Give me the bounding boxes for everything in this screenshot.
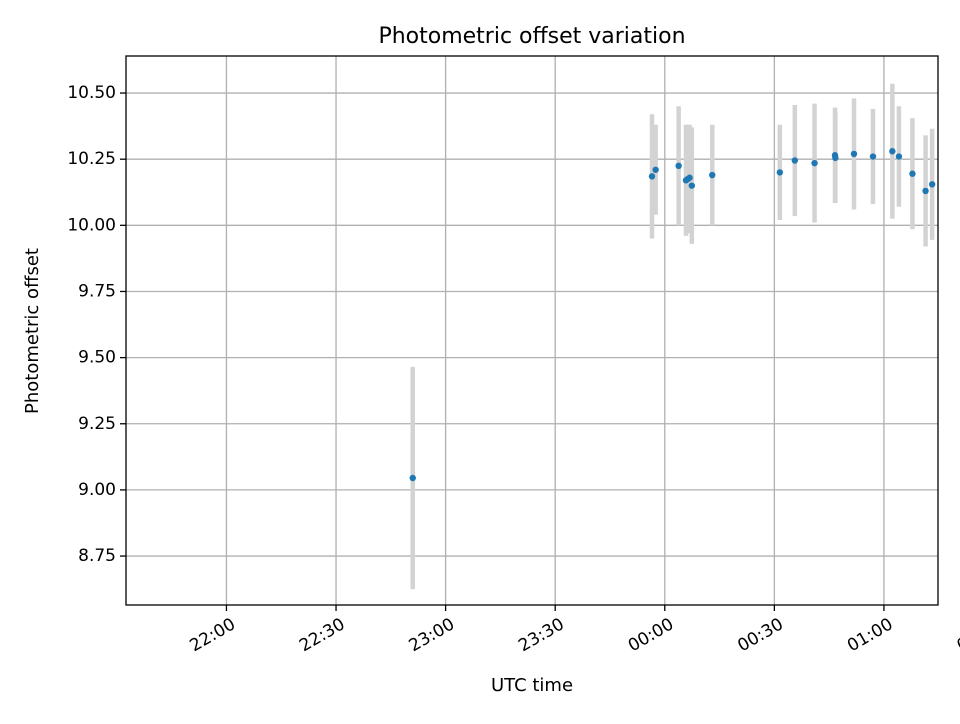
x-tick-label: 01:00 — [844, 614, 896, 656]
x-tick-label: 01:30 — [954, 614, 960, 656]
x-tick-label: 00:30 — [734, 614, 786, 656]
data-point — [889, 148, 896, 155]
data-point — [776, 169, 784, 176]
y-axis-ticks: 8.75 9.00 9.25 9.50 9.75 10.00 10.25 10.50 — [67, 83, 126, 566]
grid-layer — [126, 56, 938, 605]
data-point — [909, 170, 916, 177]
x-axis-label: UTC time — [491, 675, 573, 696]
y-tick-label: 10.00 — [67, 215, 116, 235]
data-point — [688, 182, 696, 189]
data-point — [791, 157, 799, 164]
data-point — [409, 474, 416, 482]
data-point — [811, 159, 818, 167]
y-tick-label: 9.75 — [78, 281, 116, 301]
data-point — [648, 173, 656, 180]
data-point — [928, 181, 936, 188]
data-point — [895, 153, 903, 160]
x-tick-label: 00:00 — [625, 614, 677, 656]
data-point — [686, 174, 693, 181]
y-tick-label: 9.25 — [78, 414, 116, 434]
y-tick-label: 9.00 — [78, 480, 116, 500]
y-tick-label: 8.75 — [78, 546, 116, 566]
x-tick-label: 22:00 — [187, 614, 239, 656]
y-axis-label: Photometric offset — [22, 248, 43, 414]
x-tick-label: 23:00 — [406, 614, 458, 656]
data-point — [850, 150, 858, 158]
point-layer — [409, 148, 936, 482]
x-tick-label: 22:30 — [296, 614, 348, 656]
data-point — [869, 153, 877, 160]
y-tick-label: 10.50 — [67, 83, 116, 103]
x-tick-label: 23:30 — [515, 614, 567, 656]
plot-area-frame — [125, 55, 939, 606]
data-point — [709, 171, 716, 179]
y-tick-label: 10.25 — [67, 149, 116, 169]
data-point — [922, 187, 929, 195]
data-point — [675, 162, 682, 169]
data-point — [832, 154, 839, 162]
chart-title: Photometric offset variation — [378, 24, 685, 49]
data-point — [652, 166, 659, 173]
y-tick-label: 9.50 — [78, 348, 116, 368]
x-axis-ticks: 22:00 22:30 23:00 23:30 00:00 00:30 01:00 01:30… — [187, 605, 960, 656]
